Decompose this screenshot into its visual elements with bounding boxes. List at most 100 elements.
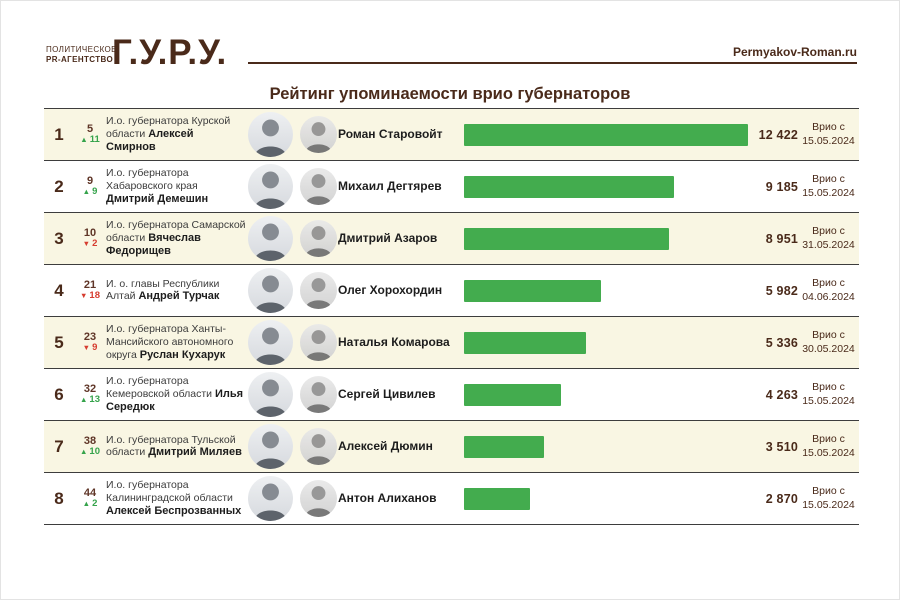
acting-governor-role: И.о. губернатора Калининградской области: [106, 479, 233, 504]
position-delta: ▲ 11: [74, 134, 106, 145]
person-icon: [305, 122, 332, 153]
previous-position: 5: [86, 123, 94, 136]
vrio-since-date: 15.05.2024: [802, 498, 855, 511]
photos: [246, 216, 338, 261]
predecessor-photo: [300, 220, 337, 257]
mentions-value: 8 951: [765, 231, 798, 246]
photos: [246, 164, 338, 209]
vrio-since: Врио с 15.05.2024: [798, 121, 859, 148]
predecessor-photo: [300, 116, 337, 153]
predecessor-name: Алексей Дюмин: [338, 438, 433, 453]
position-change: 5 ▲ 11: [74, 123, 106, 146]
previous-position: 44: [83, 487, 97, 500]
bar-zone: [458, 279, 748, 302]
change-arrow-icon: ▲: [79, 395, 88, 405]
change-delta-value: 2: [92, 498, 98, 510]
person-icon: [254, 483, 287, 521]
change-arrow-icon: ▼: [79, 291, 88, 301]
person-icon: [305, 434, 332, 465]
photos: [246, 268, 338, 313]
rank-number: 7: [54, 436, 64, 456]
position-delta: ▼ 9: [74, 342, 106, 354]
acting-governor-role: И.о. губернатора Тульской области: [106, 433, 236, 459]
position-delta: ▲ 10: [74, 446, 106, 458]
change-delta-value: 9: [92, 342, 98, 354]
vrio-since-label: Врио с: [812, 432, 845, 445]
vrio-since-label: Врио с: [812, 172, 845, 185]
vrio-since-label: Врио с: [812, 484, 845, 497]
predecessor-photo: [300, 480, 337, 517]
acting-governor-photo: [248, 372, 293, 417]
acting-governor-photo: [248, 268, 293, 313]
vrio-since-date: 30.05.2024: [802, 342, 855, 355]
previous-position: 38: [83, 435, 97, 448]
acting-governor-photo: [248, 216, 293, 261]
page-title: Рейтинг упоминаемости врио губернаторов: [269, 85, 631, 103]
change-arrow-icon: ▲: [79, 447, 88, 457]
table-row: 3 10 ▼ 2 И.о. губернатора Самарской обла…: [44, 213, 859, 265]
vrio-since: Врио с 30.05.2024: [798, 329, 859, 356]
table-row: 7 38 ▲ 10 И.о. губернатора Тульской обла…: [44, 421, 859, 473]
table-row: 5 23 ▼ 9 И.о. губернатора Ханты-Мансийск…: [44, 317, 859, 369]
table-row: 8 44 ▲ 2 И.о. губернатора Калининградско…: [44, 473, 859, 525]
mentions-bar: [464, 383, 561, 406]
position-change: 32 ▲ 13: [74, 383, 106, 406]
person-icon: [305, 382, 332, 413]
agency-line2: PR-АГЕНТСТВО: [46, 55, 114, 65]
vrio-since-date: 15.05.2024: [802, 394, 855, 407]
acting-governor-name: Алексей Смирнов: [106, 127, 194, 153]
previous-position: 23: [83, 331, 97, 344]
vrio-since-date: 15.05.2024: [802, 446, 855, 459]
mentions-value: 9 185: [765, 179, 798, 194]
position-change: 23 ▼ 9: [74, 331, 106, 354]
photos: [246, 372, 338, 417]
acting-governor-name: Руслан Кухарук: [139, 348, 226, 361]
acting-governor-role: И.о. губернатора Курской области: [106, 115, 231, 140]
predecessor-name: Антон Алиханов: [338, 490, 437, 505]
predecessor-photo: [300, 376, 337, 413]
predecessor-photo: [300, 272, 337, 309]
predecessor-name: Роман Старовойт: [338, 126, 443, 141]
acting-governor-description: И.о. губернатора Тульской области Дмитри…: [106, 434, 246, 460]
change-delta-value: 9: [92, 186, 98, 198]
acting-governor-description: И.о. губернатора Кемеровской области Иль…: [106, 375, 246, 414]
change-arrow-icon: ▲: [80, 135, 88, 145]
acting-governor-name: Вячеслав Федорищев: [106, 231, 201, 257]
table-row: 4 21 ▼ 18 И. о. главы Республики Алтай А…: [44, 265, 859, 317]
change-delta-value: 10: [89, 446, 100, 458]
person-icon: [254, 431, 287, 469]
position-change: 21 ▼ 18: [74, 279, 106, 302]
predecessor-name: Наталья Комарова: [338, 334, 450, 349]
bar-zone: [458, 487, 748, 510]
predecessor-photo: [300, 428, 337, 465]
acting-governor-description: И.о. губернатора Самарской области Вячес…: [106, 219, 246, 258]
photos: [246, 424, 338, 469]
rank-number: 3: [54, 228, 64, 248]
change-arrow-icon: ▲: [82, 187, 91, 197]
acting-governor-name: Илья Середюк: [106, 387, 244, 413]
position-delta: ▲ 13: [74, 394, 106, 405]
acting-governor-role: И. о. главы Республики Алтай: [106, 277, 220, 303]
position-change: 9 ▲ 9: [74, 175, 106, 198]
change-arrow-icon: ▲: [82, 499, 91, 509]
bar-zone: [458, 227, 748, 250]
position-delta: ▲ 9: [74, 186, 106, 198]
person-icon: [254, 119, 287, 157]
mentions-bar: [464, 279, 601, 302]
bar-zone: [458, 175, 748, 198]
position-delta: ▼ 2: [74, 238, 106, 250]
rank-number: 2: [54, 176, 64, 196]
change-arrow-icon: ▼: [82, 239, 91, 249]
acting-governor-photo: [248, 476, 293, 521]
mentions-value: 5 982: [765, 283, 798, 298]
previous-position: 21: [83, 279, 97, 292]
acting-governor-photo: [248, 424, 293, 469]
predecessor-name: Михаил Дегтярев: [338, 178, 442, 193]
mentions-bar: [464, 227, 669, 250]
acting-governor-description: И.о. губернатора Ханты-Мансийского автон…: [106, 323, 246, 361]
acting-governor-name: Дмитрий Демешин: [106, 192, 209, 205]
vrio-since: Врио с 15.05.2024: [798, 381, 859, 408]
rank-number: 1: [54, 124, 64, 144]
bar-zone: [458, 123, 748, 146]
change-delta-value: 2: [92, 238, 98, 250]
